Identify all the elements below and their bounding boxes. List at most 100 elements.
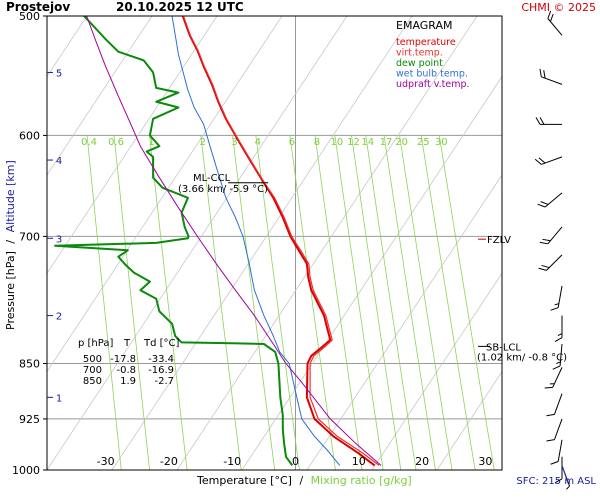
- mixing-ratio-line: [86, 135, 122, 470]
- barb-flag: [540, 201, 549, 205]
- table-cell: 700: [83, 365, 102, 376]
- temperature-tick-label: -10: [223, 455, 241, 468]
- table-cell: -33.4: [148, 354, 174, 365]
- mixing-ratio-label: 6: [289, 137, 295, 148]
- temperature-tick-label: -20: [160, 455, 178, 468]
- table-cell: 850: [83, 376, 102, 387]
- barb-shaft: [552, 367, 563, 388]
- temperature-tick-label: 0: [292, 455, 299, 468]
- wind-barb: [554, 456, 563, 484]
- mixing-ratio-line: [200, 135, 242, 470]
- barb-flag: [543, 70, 546, 79]
- dry-adiabat-line: [371, 272, 502, 470]
- xlabel-temperature: Temperature [°C]: [196, 474, 292, 487]
- barb-shaft: [546, 254, 563, 271]
- altitude-tick-label: 2: [56, 312, 62, 323]
- mixing-ratio-line: [232, 135, 276, 470]
- barb-flag: [554, 337, 563, 343]
- mixing-ratio-label: 8: [314, 137, 320, 148]
- wind-barb: [539, 226, 563, 245]
- barb-flag: [550, 461, 559, 465]
- barb-flag: [537, 203, 546, 208]
- sb-lcl-label: SB-LCL: [486, 342, 521, 353]
- barb-shaft: [541, 76, 563, 85]
- x-axis-title: Temperature [°C] / Mixing ratio [g/kg]: [196, 474, 412, 487]
- mixing-ratio-label: 0.6: [108, 137, 124, 148]
- ml-ccl-label: ML-CCL: [193, 173, 231, 184]
- mixing-ratio-line: [334, 135, 384, 470]
- wind-barb: [550, 285, 563, 311]
- series-udpraft-v-temp: [86, 16, 382, 466]
- altitude-tick-label: 1: [56, 393, 62, 404]
- wind-barb: [537, 192, 563, 208]
- plot-frame: [46, 15, 503, 471]
- barb-flag: [554, 478, 563, 484]
- barb-shaft: [557, 285, 563, 308]
- table-cell: -17.8: [110, 354, 136, 365]
- dry-adiabat-line: [47, 16, 218, 274]
- mixing-ratio-label: 3: [231, 137, 237, 148]
- mixing-ratio-line: [255, 135, 300, 470]
- mixing-ratio-lines: [86, 135, 495, 470]
- dry-adiabat-line: [567, 16, 600, 470]
- sb-lcl-values: (1.02 km/ -0.8 °C): [477, 352, 567, 363]
- wind-barb: [535, 117, 562, 125]
- barb-half-flag: [566, 485, 570, 490]
- wind-barb: [544, 367, 563, 389]
- barb-half-flag: [556, 361, 561, 365]
- barb-shaft: [557, 439, 563, 462]
- wind-barbs: [534, 10, 570, 490]
- table-header: Td [°C]: [143, 338, 180, 349]
- dry-adiabat-line: [436, 370, 502, 470]
- wind-barb: [546, 418, 563, 442]
- pressure-tick-label: 925: [19, 413, 40, 426]
- mixing-ratio-label: 30: [435, 137, 448, 148]
- wind-barb: [539, 68, 563, 85]
- barb-flag: [549, 13, 554, 22]
- mixing-ratio-line: [438, 135, 495, 470]
- barb-flag: [546, 439, 555, 442]
- legend-item-dew_point: dew point: [396, 58, 443, 69]
- station-name: Prostejov: [6, 0, 70, 14]
- mixing-ratio-label: 25: [417, 137, 430, 148]
- barb-flag: [535, 117, 541, 125]
- mixing-ratio-line: [314, 135, 363, 470]
- altitude-ticks: 5 4 3 2 1: [47, 68, 62, 404]
- table-cell: -2.7: [154, 376, 174, 387]
- barb-shaft: [541, 156, 563, 165]
- barb-shaft: [544, 192, 563, 208]
- ylabel-separator: /: [4, 240, 17, 244]
- pressure-tick-label: 600: [19, 129, 40, 142]
- wind-barb: [552, 343, 563, 370]
- mixing-ratio-label: 2: [200, 137, 206, 148]
- mixing-ratio-label: 17: [380, 137, 393, 148]
- mixing-ratio-line: [289, 135, 336, 470]
- barb-flag: [539, 241, 548, 245]
- barb-flag: [538, 267, 547, 271]
- pressure-tick-label: 700: [19, 230, 40, 243]
- table-header: T: [123, 338, 131, 349]
- mixing-ratio-line: [365, 135, 417, 470]
- mixing-ratio-labels: 0.4 0.6 1 2 3 4 6 8 10 12 14 17 20 25 30: [81, 137, 448, 148]
- barb-flag: [544, 386, 553, 389]
- legend-item-virt_temp: virt.temp.: [396, 48, 443, 59]
- mixing-ratio-label: 12: [347, 137, 360, 148]
- ml-ccl-values: (3.66 km/ -5.9 °C): [178, 184, 268, 195]
- data-table: p [hPa] T Td [°C] 500 -17.8 -33.4 700 -0.8 -16.9…: [78, 338, 180, 387]
- wind-barb: [534, 156, 563, 165]
- dry-adiabat-line: [176, 16, 478, 470]
- barb-flag: [539, 68, 542, 77]
- series-virt-temp: [182, 16, 380, 466]
- profile-series: [54, 16, 382, 467]
- mixing-ratio-line: [383, 135, 436, 470]
- wind-barb: [547, 10, 563, 36]
- table-header: p [hPa]: [78, 338, 113, 349]
- barb-flag: [541, 264, 550, 269]
- mixing-ratio-line: [399, 135, 453, 470]
- barb-half-flag: [557, 333, 563, 337]
- barb-shaft: [547, 18, 563, 36]
- barb-shaft: [554, 418, 563, 440]
- table-cell: -16.9: [148, 365, 174, 376]
- dry-adiabat-line: [47, 16, 153, 176]
- barb-flag: [538, 157, 546, 164]
